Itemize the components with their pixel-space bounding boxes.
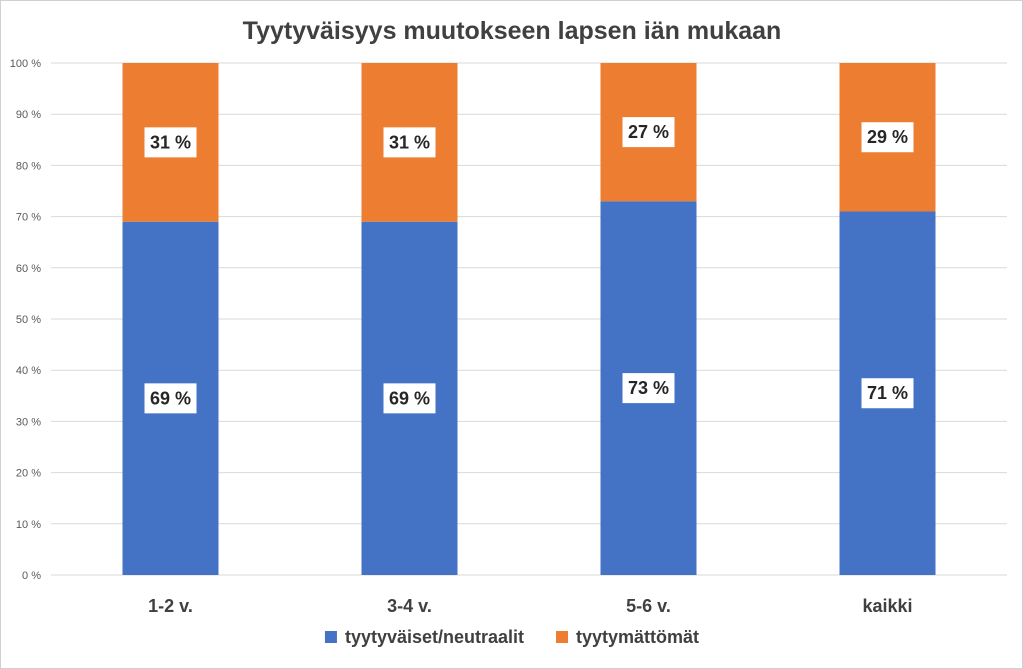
legend-swatch bbox=[556, 631, 569, 643]
x-tick-label: 1-2 v. bbox=[148, 596, 193, 616]
y-tick-label: 70 % bbox=[16, 212, 41, 224]
data-label-box bbox=[622, 117, 675, 148]
legend-label: tyytyväiset/neutraalit bbox=[345, 627, 524, 647]
x-tick-label: 5-6 v. bbox=[626, 596, 671, 616]
data-label-box bbox=[383, 127, 436, 158]
x-axis-ticks: 1-2 v. 3-4 v. 5-6 v. kaikki bbox=[148, 596, 912, 616]
data-label: 27 % bbox=[628, 122, 669, 142]
y-tick-label: 50 % bbox=[16, 314, 41, 326]
data-label-box bbox=[383, 383, 436, 414]
data-label: 73 % bbox=[628, 378, 669, 398]
x-tick-label: 3-4 v. bbox=[387, 596, 432, 616]
data-label-box bbox=[144, 383, 197, 414]
data-label-box bbox=[861, 122, 914, 153]
x-tick-label: kaikki bbox=[862, 596, 912, 616]
data-label: 69 % bbox=[389, 388, 430, 408]
y-tick-label: 60 % bbox=[16, 263, 41, 275]
y-tick-label: 40 % bbox=[16, 365, 41, 377]
chart-title: Tyytyväisyys muutokseen lapsen iän mukaa… bbox=[243, 17, 782, 45]
data-label: 31 % bbox=[389, 132, 430, 152]
data-label: 31 % bbox=[150, 132, 191, 152]
data-label-box bbox=[144, 127, 197, 158]
data-label: 71 % bbox=[867, 383, 908, 403]
y-tick-label: 30 % bbox=[16, 416, 41, 428]
y-tick-label: 10 % bbox=[16, 519, 41, 531]
data-label-box bbox=[622, 373, 675, 404]
y-tick-label: 20 % bbox=[16, 468, 41, 480]
y-tick-label: 80 % bbox=[16, 160, 41, 172]
y-tick-label: 100 % bbox=[10, 58, 41, 70]
legend: tyytyväiset/neutraalit tyytymättömät bbox=[324, 627, 699, 647]
y-tick-label: 90 % bbox=[16, 109, 41, 121]
legend-swatch bbox=[324, 631, 337, 643]
legend-item: tyytyväiset/neutraalit bbox=[324, 627, 524, 647]
data-label: 29 % bbox=[867, 127, 908, 147]
legend-label: tyytymättömät bbox=[576, 627, 699, 647]
y-tick-label: 0 % bbox=[22, 570, 41, 582]
data-label: 69 % bbox=[150, 388, 191, 408]
legend-item: tyytymättömät bbox=[556, 627, 699, 647]
data-labels: 69 % 31 % 69 % 31 % 73 % 27 % 71 % 29 % bbox=[144, 117, 914, 414]
y-axis-ticks: 0 % 10 % 20 % 30 % 40 % 50 % 60 % 70 % 80 % 90 % 1… bbox=[10, 58, 41, 582]
data-label-box bbox=[861, 378, 914, 409]
